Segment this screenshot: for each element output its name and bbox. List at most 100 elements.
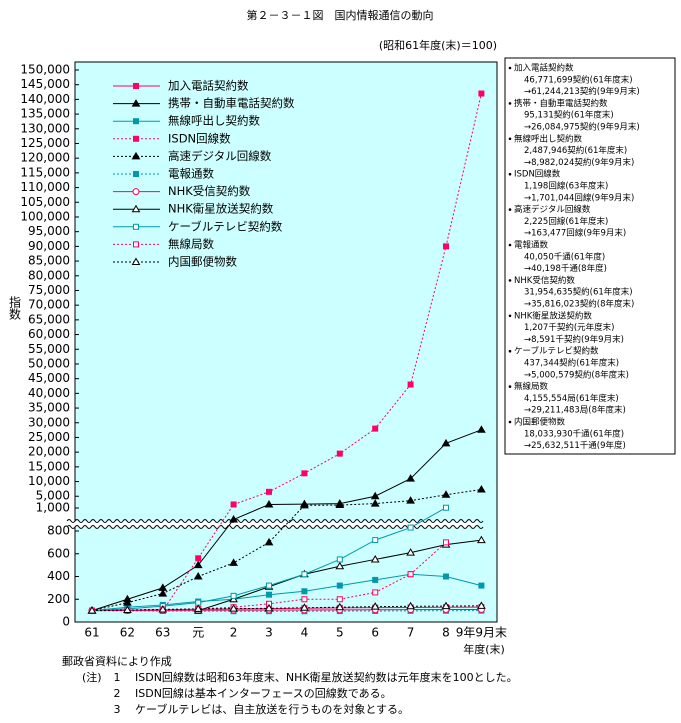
- data-point: [301, 596, 308, 603]
- y-tick-label: 130,000: [20, 121, 70, 135]
- side-note: 加入電話契約数: [514, 63, 574, 74]
- data-point: [372, 425, 379, 432]
- y-tick-label: 800: [47, 524, 70, 538]
- data-point: [264, 537, 274, 546]
- data-point: [87, 606, 97, 614]
- legend-label: ISDN回線数: [168, 131, 231, 145]
- data-point: [123, 605, 132, 614]
- note-number: 1: [114, 671, 121, 684]
- side-note: 4,155,554局(61年度末): [524, 393, 619, 404]
- data-point: [407, 571, 414, 578]
- data-point: [193, 604, 203, 612]
- bullet: [508, 172, 512, 176]
- y-tick-label: 15,000: [28, 459, 70, 473]
- data-point: [477, 484, 486, 493]
- y-tick-label: 50,000: [28, 356, 70, 370]
- y-tick-label: 90,000: [28, 239, 70, 253]
- y-axis-title: 指数: [8, 295, 22, 321]
- y-tick-label: 70,000: [28, 298, 70, 312]
- source: 郵政省資料により作成: [62, 654, 172, 668]
- data-point: [264, 603, 274, 612]
- data-point: [370, 491, 380, 500]
- data-point: [300, 603, 309, 611]
- data-point: [443, 573, 449, 580]
- legend-marker: [133, 118, 139, 125]
- legend-label: NHK衛星放送契約数: [168, 202, 274, 216]
- legend-label: 携帯・自動車電話契約数: [168, 96, 295, 110]
- side-note: 無線呼出し契約数: [514, 133, 583, 144]
- y-tick-label: 100,000: [20, 209, 70, 223]
- bullet: [508, 314, 512, 318]
- y-tick-label: 140,000: [20, 92, 70, 106]
- y-tick-label: 200: [47, 592, 70, 606]
- data-point: [370, 602, 380, 610]
- data-point: [407, 524, 414, 531]
- y-tick-label: 110,000: [20, 180, 70, 194]
- series-line: [91, 429, 482, 612]
- bullet: [508, 349, 512, 353]
- x-tick-label: 6: [371, 626, 379, 640]
- y-tick-label: 85,000: [28, 254, 70, 268]
- data-point: [372, 537, 379, 544]
- side-note: 内国郵便物数: [514, 417, 566, 428]
- y-tick-label: 65,000: [28, 312, 70, 326]
- legend-marker: [133, 83, 139, 89]
- legend-marker: [133, 223, 139, 230]
- data-point: [407, 381, 414, 388]
- side-note: 2,487,946契約(61年度末): [524, 145, 627, 156]
- data-point: [478, 582, 485, 589]
- x-tick-label: 元: [192, 626, 204, 640]
- legend-marker: [131, 99, 141, 107]
- y-tick-label: 10,000: [28, 474, 70, 488]
- y-tick-label: 45,000: [28, 371, 70, 385]
- y-tick-label: 55,000: [28, 342, 70, 356]
- data-point: [335, 500, 345, 509]
- data-point: [335, 602, 345, 611]
- side-note: →5,000,579契約(8年度末): [524, 369, 629, 380]
- data-point: [158, 604, 168, 613]
- data-point: [441, 490, 451, 498]
- y-tick-label: 150,000: [20, 63, 70, 77]
- data-point: [266, 591, 272, 598]
- data-point: [406, 601, 415, 610]
- data-point: [372, 589, 379, 596]
- axis-break: [66, 519, 484, 523]
- data-point: [230, 592, 237, 599]
- data-point: [443, 243, 449, 250]
- y-tick-label: 20,000: [28, 445, 70, 459]
- chart-title: 第２－３－１図 国内情報通信の動向: [247, 8, 434, 22]
- y-tick-label: 30,000: [28, 415, 70, 429]
- y-tick-label: 35,000: [28, 401, 70, 415]
- side-note: →8,982,024契約(9年9月末): [524, 157, 634, 168]
- x-tick-label: 8: [442, 626, 450, 640]
- side-note: ケーブルテレビ契約数: [514, 346, 599, 357]
- bullet: [508, 420, 512, 424]
- legend-label: NHK受信契約数: [168, 184, 251, 198]
- y-tick-label: 135,000: [20, 107, 70, 121]
- x-tick-label: 5: [336, 626, 344, 640]
- series-line: [91, 608, 482, 612]
- data-point: [406, 474, 415, 482]
- series-line: [91, 488, 482, 612]
- note-number: 2: [114, 687, 121, 700]
- side-note: 電報通数: [514, 240, 549, 251]
- side-note: 1,198回線(63年度末): [524, 181, 608, 192]
- x-tick-label: 63: [155, 626, 170, 640]
- bullet: [508, 385, 512, 388]
- data-point: [266, 582, 272, 589]
- y-tick-label: 105,000: [20, 195, 70, 209]
- data-point: [336, 582, 343, 589]
- bullet: [508, 279, 512, 282]
- data-point: [229, 515, 238, 523]
- side-note: NHK受信契約数: [514, 275, 575, 286]
- side-note: →163,477回線(9年9月末): [524, 228, 626, 239]
- bullet: [508, 208, 512, 211]
- series-line: [162, 93, 482, 611]
- y-tick-label: 0: [62, 615, 70, 629]
- side-note: 40,050千通(61年度): [524, 251, 605, 262]
- side-note: 携帯・自動車電話契約数: [514, 98, 608, 109]
- data-point: [443, 504, 449, 511]
- side-note: →8,591千契約(9年9月末): [524, 334, 624, 345]
- data-point: [229, 558, 238, 566]
- data-point: [441, 601, 451, 610]
